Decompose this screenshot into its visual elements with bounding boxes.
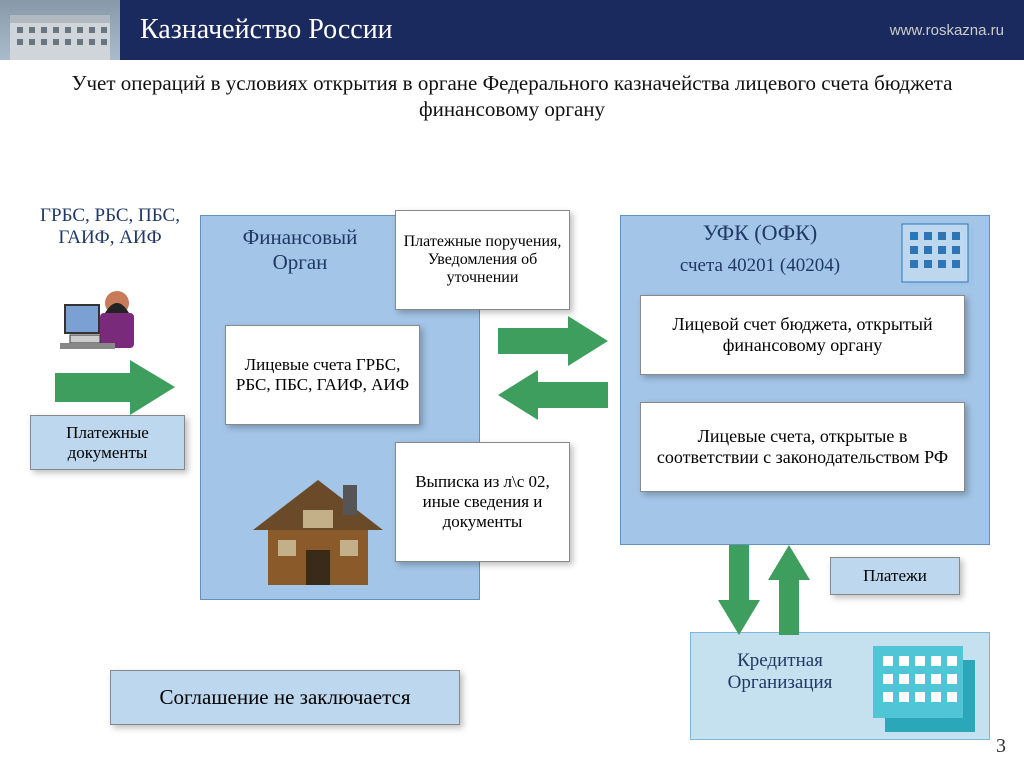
left-org-label: ГРБС, РБС, ПБС, ГАИФ, АИФ [30, 205, 190, 249]
ufk-sub-label: счета 40201 (40204) [650, 255, 870, 277]
budget-account-box: Лицевой счет бюджета, открытый финансово… [640, 295, 965, 375]
person-computer-icon [55, 285, 155, 370]
payment-orders-box: Платежные поручения, Уведомления об уточ… [395, 210, 570, 310]
credit-building-icon [865, 636, 985, 741]
page-number: 3 [996, 735, 1006, 758]
fin-organ-label: Финансовый Орган [220, 225, 380, 275]
arrow-right-icon [55, 360, 175, 420]
header-title: Казначейство России [140, 14, 890, 46]
payments-box: Платежи [830, 557, 960, 595]
law-accounts-box: Лицевые счета, открытые в соответствии с… [640, 402, 965, 492]
office-building-icon [898, 218, 984, 301]
house-icon [248, 475, 388, 595]
arrow-right-icon [498, 316, 608, 371]
personal-accounts-box: Лицевые счета ГРБС, РБС, ПБС, ГАИФ, АИФ [225, 325, 420, 425]
slide: Учет операций в условиях открытия в орга… [0, 60, 1024, 768]
header-url: www.roskazna.ru [890, 22, 1004, 39]
arrow-down-icon [718, 545, 760, 640]
arrow-left-icon [498, 370, 608, 425]
ufk-title-label: УФК (ОФК) [650, 220, 870, 246]
credit-org-label: Кредитная Организация [700, 650, 860, 694]
arrow-up-icon [768, 545, 810, 640]
statement-box: Выписка из л\с 02, иные сведения и докум… [395, 442, 570, 562]
slide-title: Учет операций в условиях открытия в орга… [0, 60, 1024, 133]
logo-building-icon [0, 0, 120, 60]
payment-docs-box: Платежные документы [30, 415, 185, 470]
header-bar: Казначейство России www.roskazna.ru [0, 0, 1024, 60]
agreement-box: Соглашение не заключается [110, 670, 460, 725]
